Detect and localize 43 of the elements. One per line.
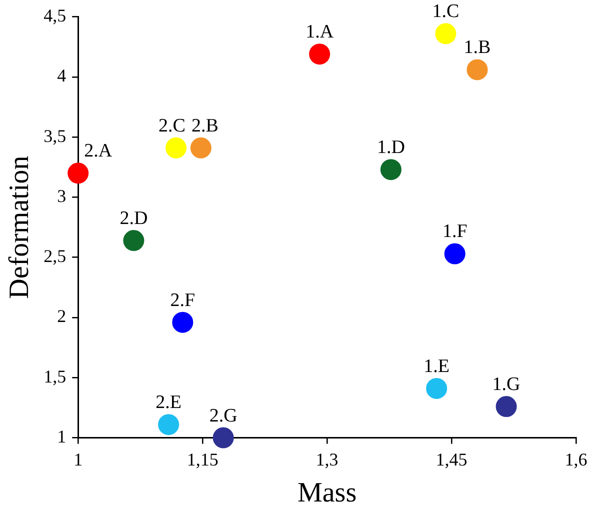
y-tick-label: 3,5 xyxy=(44,126,66,146)
series-label: 1.D xyxy=(376,137,405,158)
series-label: 1.B xyxy=(464,37,491,58)
x-tick-label: 1,15 xyxy=(186,449,218,470)
point xyxy=(166,137,187,158)
series-label: 2.A xyxy=(84,140,112,162)
series-label: 2.D xyxy=(120,208,148,230)
y-axis-title: Deformation xyxy=(4,156,36,299)
point xyxy=(496,396,517,418)
point xyxy=(158,414,180,436)
point xyxy=(435,23,456,44)
point xyxy=(172,312,194,333)
x-tick-label: 1,45 xyxy=(436,449,468,470)
series-label: 1.F xyxy=(442,221,468,242)
point xyxy=(426,378,448,399)
point xyxy=(380,159,402,180)
y-tick-label: 3 xyxy=(57,186,66,206)
series-label: 2.E xyxy=(156,392,182,414)
series-label: 1.A xyxy=(306,22,334,43)
series-label: 1.E xyxy=(424,356,450,377)
y-tick-label: 4,5 xyxy=(44,6,66,26)
y-tick-label: 2 xyxy=(57,306,66,326)
x-tick-label: 1,3 xyxy=(316,449,338,470)
x-tick-label: 1 xyxy=(74,449,83,470)
y-tick-label: 1,5 xyxy=(44,366,66,386)
point xyxy=(309,44,330,65)
point xyxy=(68,162,89,184)
point xyxy=(212,427,234,448)
series-label: 2.C xyxy=(158,115,186,136)
point xyxy=(123,230,144,252)
y-tick-label: 2,5 xyxy=(44,246,66,266)
x-tick-label: 1,6 xyxy=(564,449,588,470)
series-label: 1.C xyxy=(432,1,460,22)
series-label: 2.B xyxy=(191,115,218,136)
series-label: 1.G xyxy=(492,374,521,396)
point xyxy=(444,243,466,264)
y-tick-label: 4 xyxy=(57,66,66,86)
y-tick-label: 1 xyxy=(57,426,66,447)
point xyxy=(190,137,212,158)
series-label: 2.F xyxy=(170,290,196,311)
series-label: 2.G xyxy=(209,405,238,426)
x-axis-title: Mass xyxy=(297,478,357,509)
point xyxy=(466,59,488,80)
